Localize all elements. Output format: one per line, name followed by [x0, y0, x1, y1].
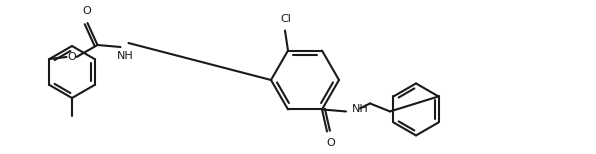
Text: NH: NH [117, 51, 134, 61]
Text: O: O [67, 52, 76, 62]
Text: NH: NH [352, 104, 369, 114]
Text: O: O [82, 6, 91, 16]
Text: Cl: Cl [281, 14, 291, 24]
Text: O: O [327, 138, 336, 148]
